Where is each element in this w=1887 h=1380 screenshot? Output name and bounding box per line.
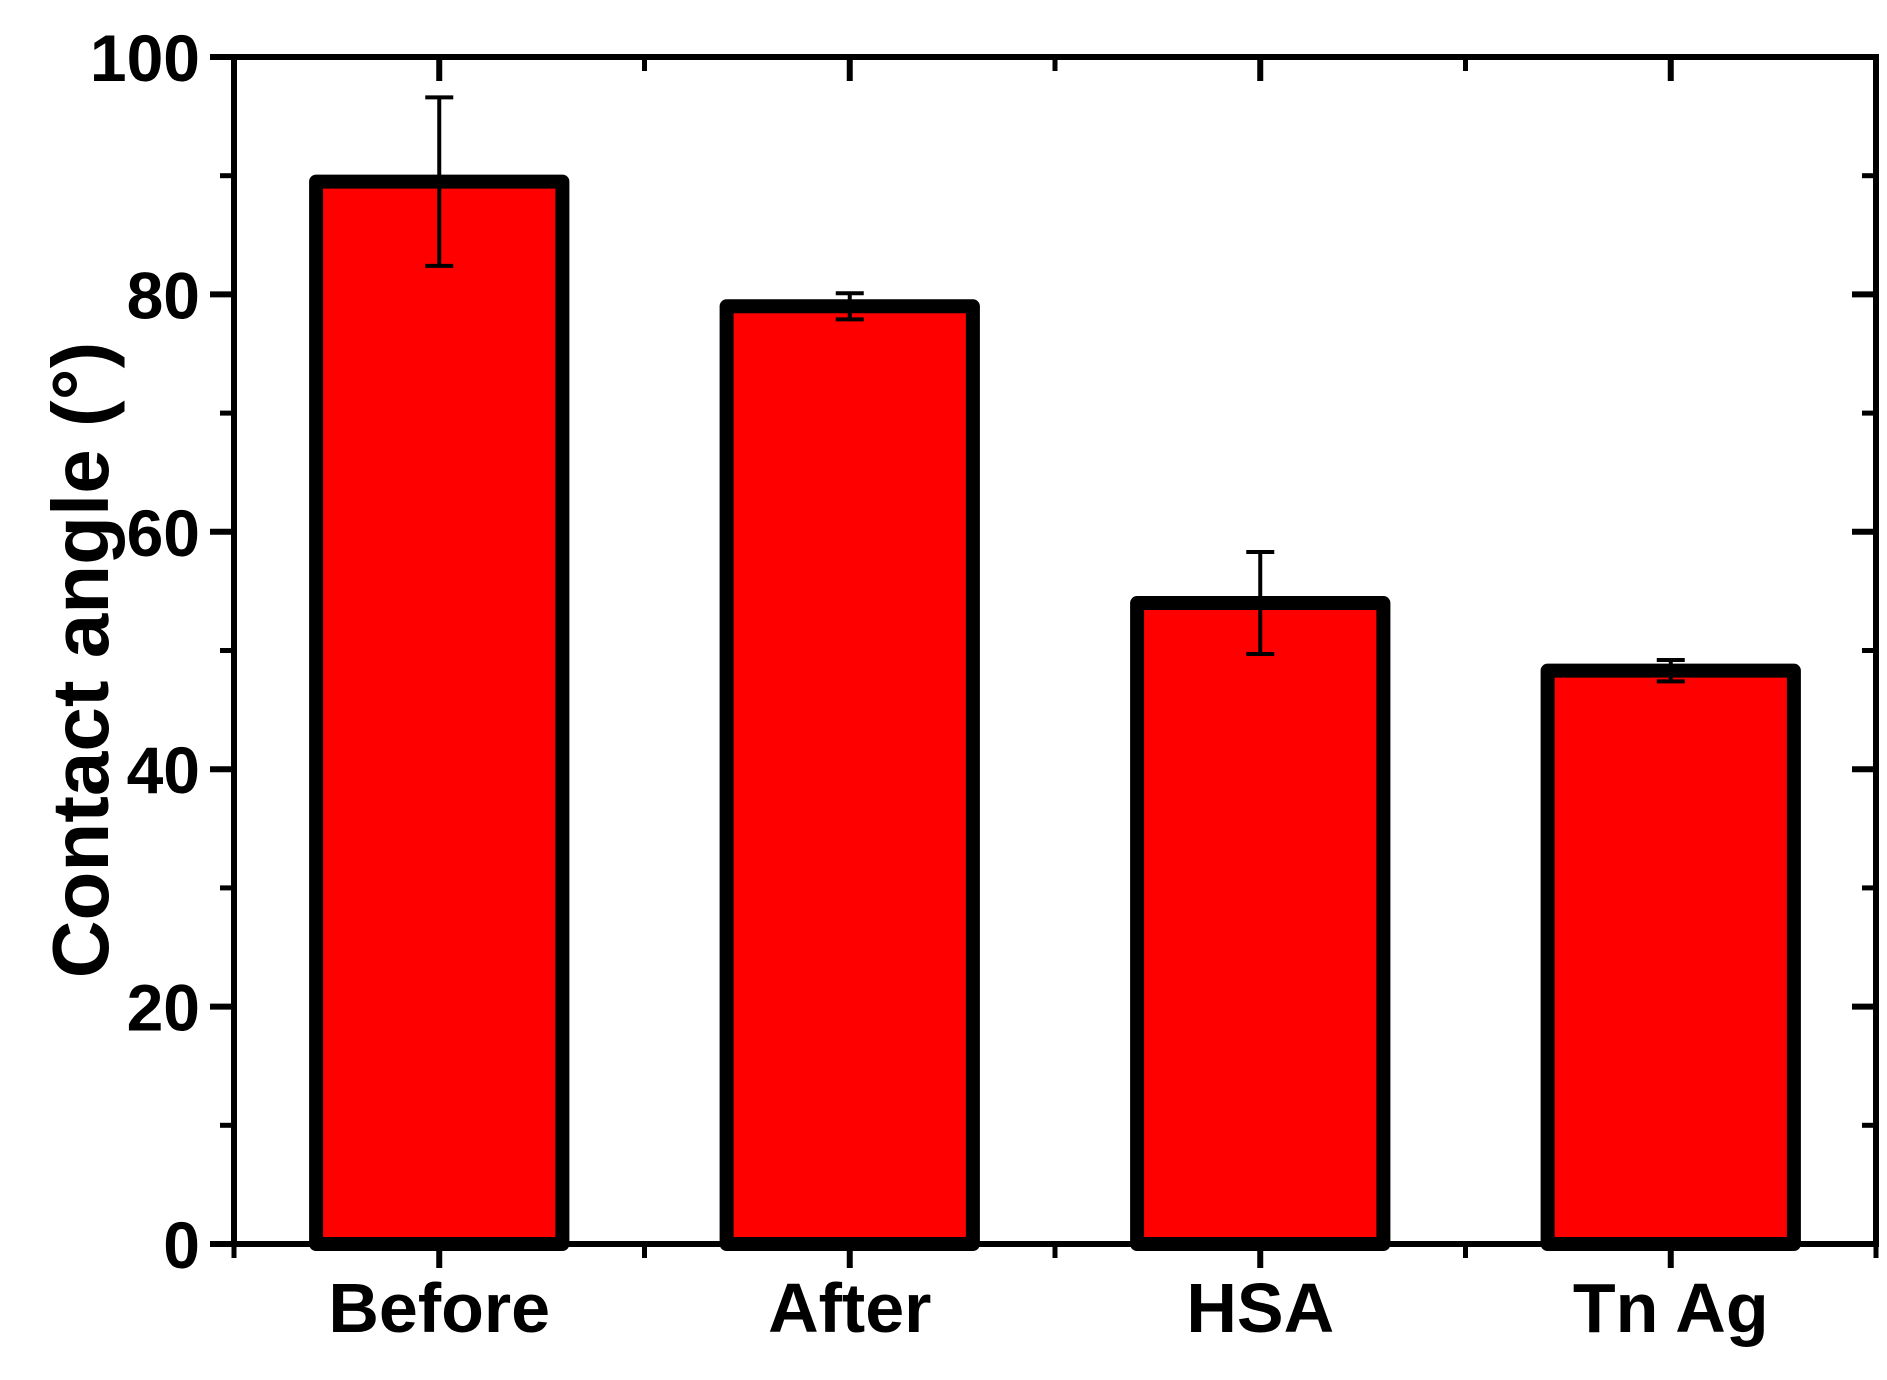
y-tick-label: 80: [127, 258, 200, 332]
y-tick-label: 20: [127, 971, 200, 1045]
y-tick-label: 100: [90, 21, 200, 95]
x-tick-label-4: Tn Ag: [1573, 1269, 1769, 1347]
y-tick-labels: 0 20 40 60 80 100: [90, 21, 200, 1282]
bar-hsa: [1130, 596, 1391, 1251]
y-tick-label: 40: [127, 733, 200, 807]
x-tick-label-1: Before: [328, 1269, 550, 1347]
y-tick-label: 0: [163, 1208, 200, 1282]
y-axis-label: Contact angle (°): [36, 342, 125, 978]
x-tick-labels: Before After HSA Tn Ag: [328, 1269, 1768, 1347]
bars-layer: [309, 174, 1801, 1251]
x-tick-label-2: After: [768, 1269, 931, 1347]
bar-tn-ag: [1540, 663, 1801, 1251]
bar-after: [719, 299, 980, 1251]
axis-ticks: [210, 54, 1879, 1268]
error-bars-layer: [425, 95, 1685, 684]
y-tick-label: 60: [127, 496, 200, 570]
bar-before: [309, 174, 570, 1251]
x-tick-label-3: HSA: [1186, 1269, 1334, 1347]
